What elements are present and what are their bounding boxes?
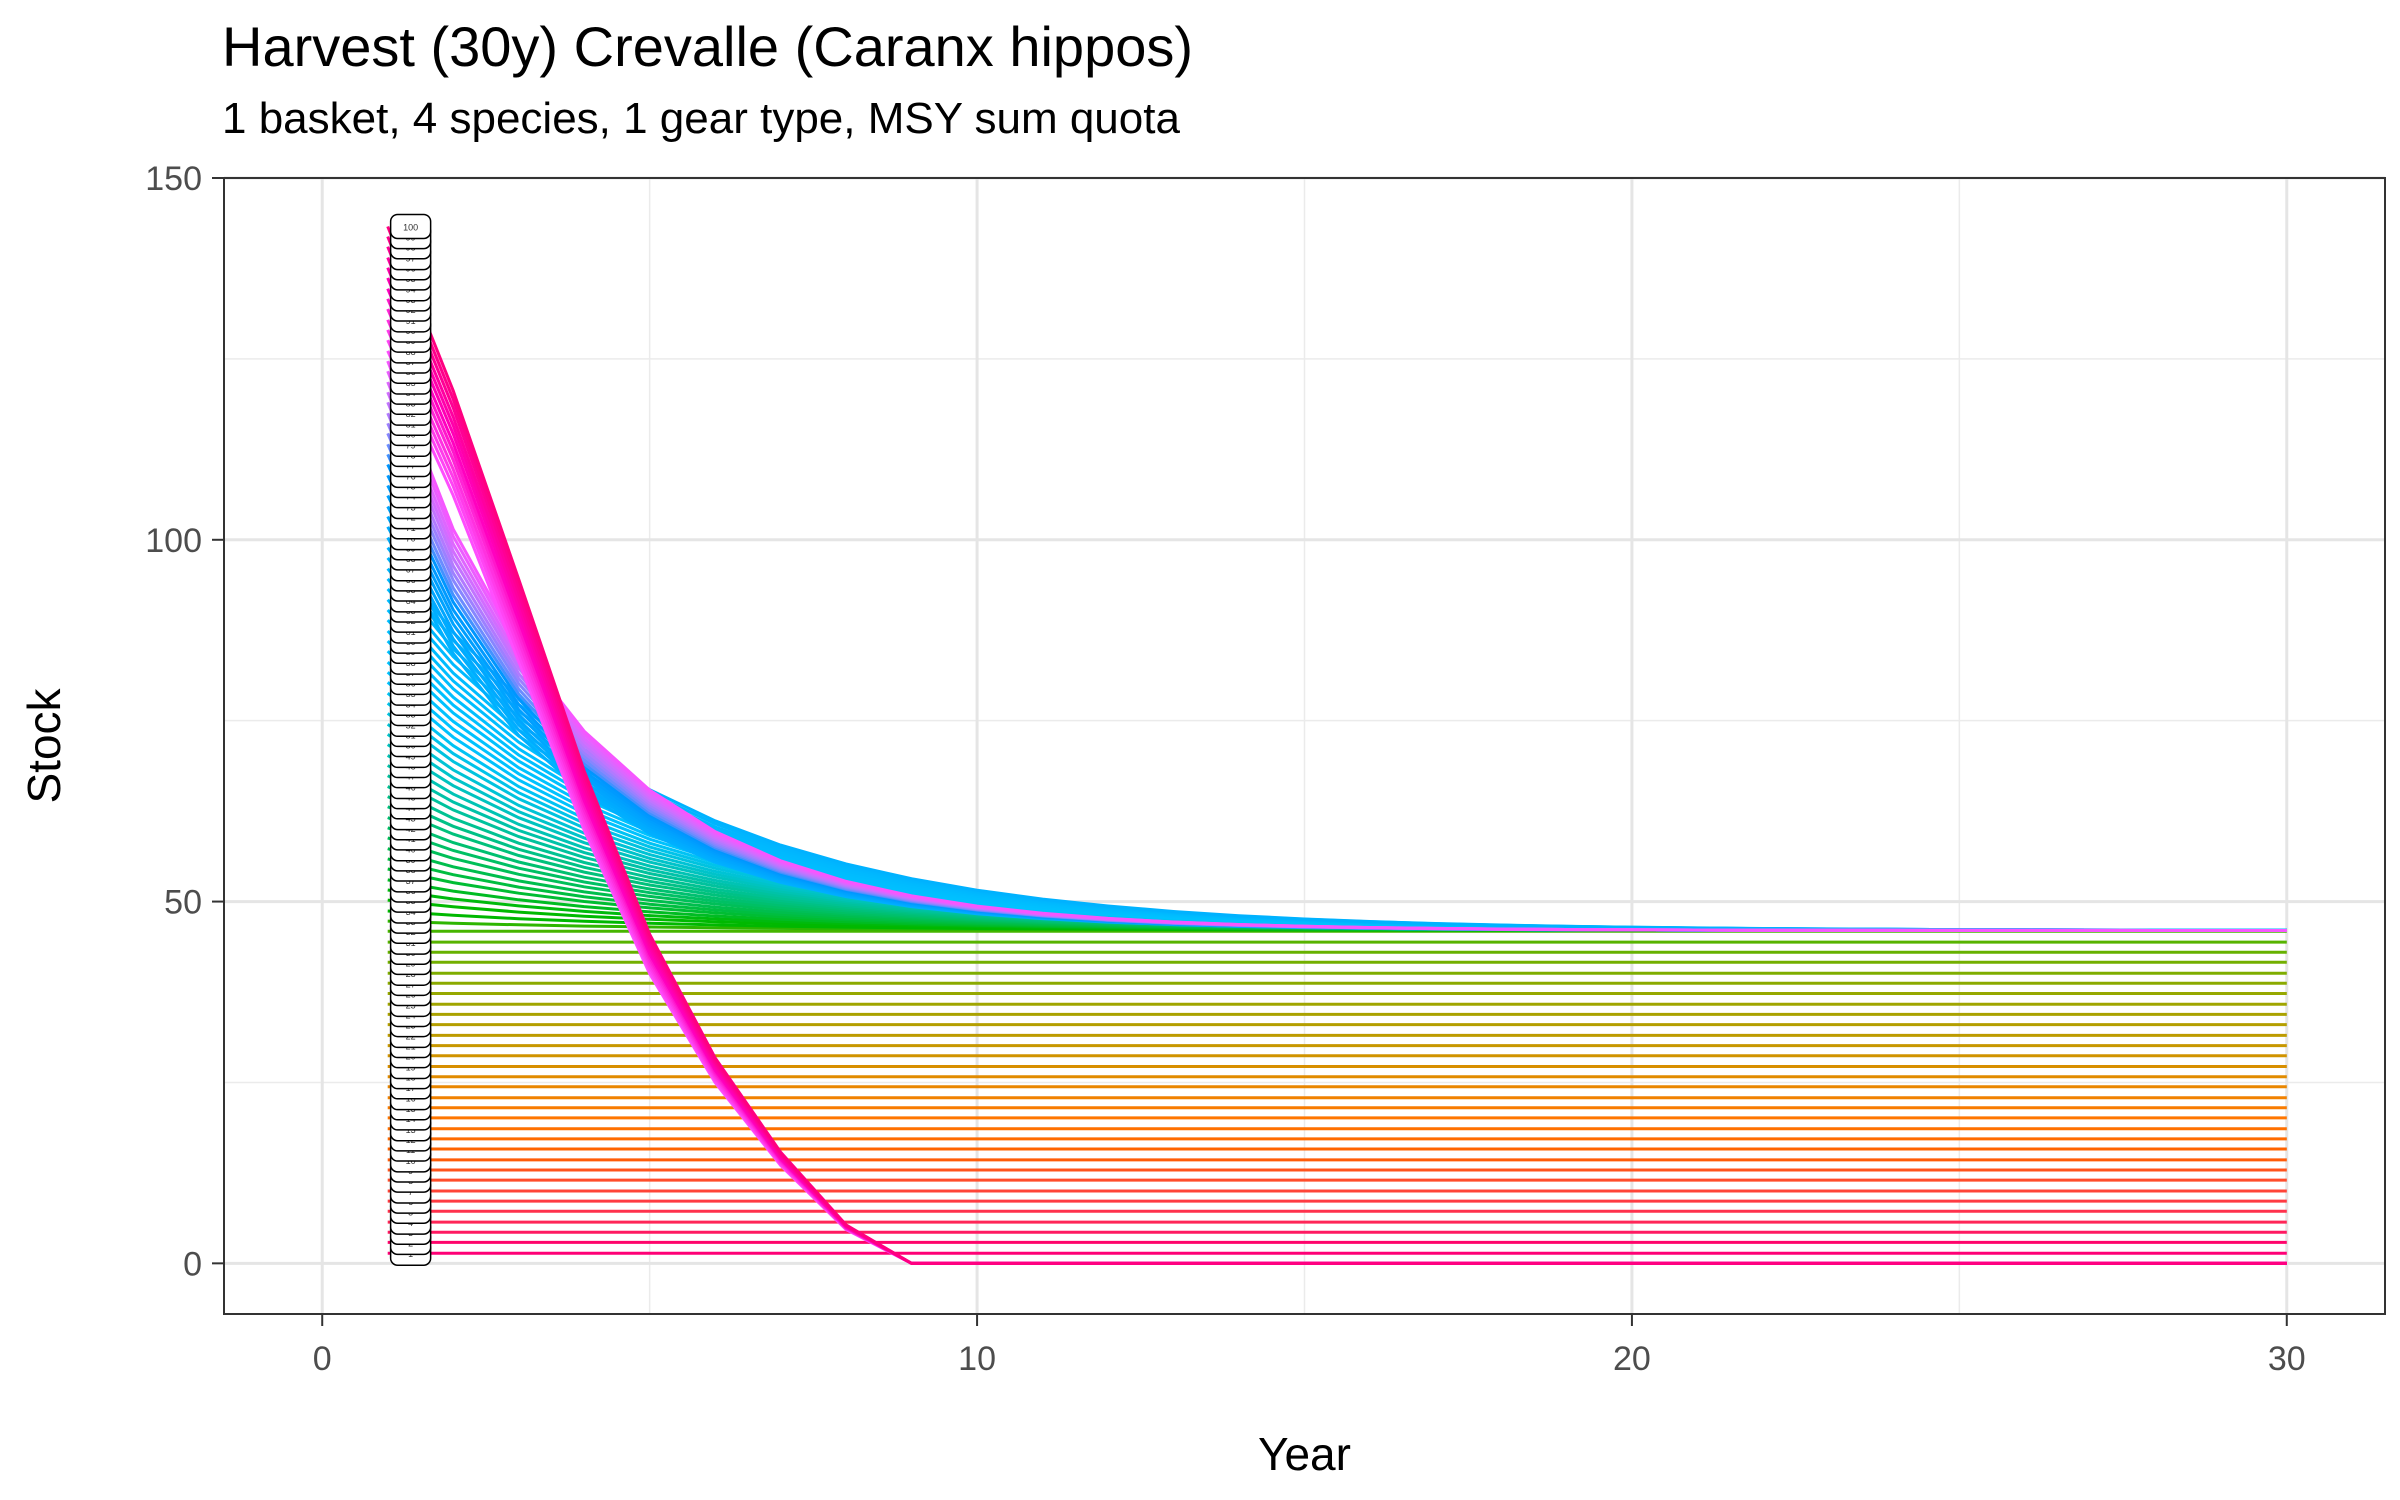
- series-line: [386, 381, 2287, 932]
- series-line: [386, 329, 2287, 1265]
- series-lines: [386, 225, 2287, 1265]
- series-line: [386, 257, 2287, 1265]
- series-line: [386, 267, 2287, 1265]
- y-tick-label: 100: [145, 522, 202, 560]
- x-tick-label: 30: [2268, 1340, 2306, 1378]
- series-line: [386, 308, 2287, 1265]
- x-tick-label: 0: [313, 1340, 332, 1378]
- series-line: [386, 567, 2287, 932]
- series-line: [386, 319, 2287, 1265]
- series-line: [386, 360, 2287, 932]
- start-label: 100: [403, 222, 418, 232]
- series-line: [386, 640, 2287, 932]
- axes: 0 10 20 30 0 50 100 150: [145, 160, 2305, 1378]
- start-labels: 1234567891011121314151617181920212223242…: [389, 213, 432, 1266]
- panel-border: [223, 177, 2386, 1315]
- series-line: [386, 546, 2287, 932]
- y-tick-label: 50: [164, 884, 202, 922]
- x-tick-label: 20: [1613, 1340, 1651, 1378]
- series-line: [386, 277, 2287, 1265]
- x-tick-label: 10: [958, 1340, 996, 1378]
- start-label-box: [389, 213, 432, 240]
- chart-subtitle: 1 basket, 4 species, 1 gear type, MSY su…: [222, 94, 1180, 143]
- y-axis-title: Stock: [18, 687, 70, 803]
- series-line: [386, 225, 2287, 1265]
- series-line: [386, 236, 2287, 1265]
- x-axis-title: Year: [1258, 1428, 1351, 1480]
- series-line: [386, 660, 2287, 932]
- series-line: [386, 474, 2287, 932]
- chart-title: Harvest (30y) Crevalle (Caranx hippos): [222, 15, 1194, 78]
- y-tick-label: 0: [183, 1245, 202, 1283]
- series-line: [386, 246, 2287, 1265]
- y-tick-label: 150: [145, 160, 202, 198]
